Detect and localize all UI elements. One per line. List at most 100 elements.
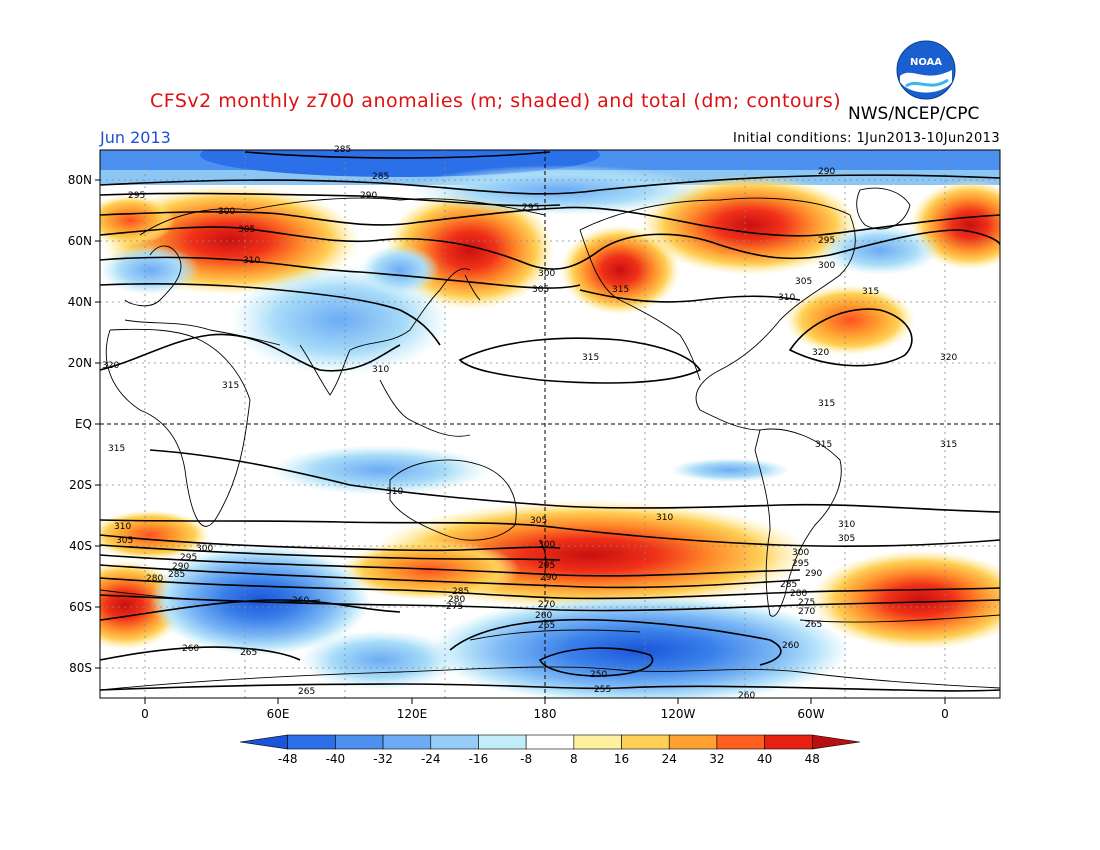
contour-label: 295 (818, 236, 835, 246)
contour-label: 255 (594, 685, 611, 695)
contour-label: 310 (386, 487, 403, 497)
contour-label: 305 (532, 285, 549, 295)
lat-label: 20S (69, 478, 92, 492)
colorbar-tick-label: 32 (709, 752, 724, 766)
colorbar-segment (525, 734, 575, 750)
contour-label: 305 (238, 225, 255, 235)
anomaly-blob (360, 245, 440, 295)
contour-label: 260 (182, 644, 199, 654)
colorbar-tick-label: -16 (469, 752, 489, 766)
colorbar-tick-label: 16 (614, 752, 629, 766)
contour-label: 290 (805, 569, 822, 579)
contour-label: 300 (218, 207, 235, 217)
contour-label: 250 (590, 670, 607, 680)
contour-label: 270 (798, 607, 815, 617)
contour-label: 305 (838, 534, 855, 544)
contour-label: 300 (792, 548, 809, 558)
contour-label: 265 (240, 648, 257, 658)
contour-label: 285 (452, 587, 469, 597)
colorbar-tick-label: -8 (520, 752, 532, 766)
contour-label: 315 (862, 287, 879, 297)
contour-label-group: 285 285 290 295 300 305 310 295 300 305 … (102, 145, 957, 701)
lat-label: 20N (68, 356, 92, 370)
contour-label: 290 (172, 562, 189, 572)
thin-contours (100, 589, 1000, 641)
contour-label: 310 (372, 365, 389, 375)
colorbar-segment (287, 734, 336, 750)
colorbar-tick-label: -40 (326, 752, 346, 766)
colorbar-tick-label: -48 (278, 752, 298, 766)
anomaly-blob (410, 165, 710, 215)
contour-label: 290 (818, 167, 835, 177)
lat-labels: 80N 60N 40N 20N EQ 20S 40S 60S 80S (68, 173, 92, 675)
contour-label: 295 (180, 553, 197, 563)
contour-label: 270 (538, 600, 555, 610)
lat-axis (95, 179, 100, 669)
contour-label: 265 (298, 687, 315, 697)
height-contours (100, 151, 1000, 692)
lon-label: 60W (797, 707, 824, 721)
colorbar-tick-label: 48 (805, 752, 820, 766)
contour-label: 265 (538, 621, 555, 631)
contour-label: 285 (780, 580, 797, 590)
contour-label: 295 (792, 559, 809, 569)
anomaly-blob (300, 630, 460, 690)
lat-label: 80S (69, 661, 92, 675)
contour-label: 275 (446, 602, 463, 612)
lat-label: 80N (68, 173, 92, 187)
contour-label: 310 (778, 293, 795, 303)
contour-label: 315 (818, 399, 835, 409)
colorbar-segment (716, 734, 765, 750)
colorbar-tick-label: -32 (373, 752, 393, 766)
colorbar-segment (668, 734, 718, 750)
contour-label: 315 (612, 285, 629, 295)
contour-label: 295 (538, 561, 555, 571)
colorbar-segment (478, 734, 527, 750)
contour-label: 310 (114, 522, 131, 532)
lon-label: 0 (941, 707, 949, 721)
noaa-logo-text: NOAA (910, 57, 942, 68)
contour-label: 290 (360, 191, 377, 201)
anomaly-blob (270, 445, 490, 495)
colorbar-segment (382, 734, 432, 750)
contour-label: 260 (738, 691, 755, 701)
colorbar-segment (764, 734, 813, 750)
coastlines (100, 187, 1000, 691)
lon-label: 60E (267, 707, 290, 721)
contour-label: 310 (243, 256, 260, 266)
colorbar-segment (430, 734, 479, 750)
lon-axis (144, 698, 946, 704)
contour-label: 285 (372, 172, 389, 182)
contour-label: 295 (128, 191, 145, 201)
contour-label: 315 (940, 440, 957, 450)
lon-label: 0 (141, 707, 149, 721)
colorbar-tick-label: -24 (421, 752, 441, 766)
colorbar: -48 -40 -32 -24 -16 -8 8 16 24 32 40 48 (239, 734, 861, 766)
contour-label: 305 (116, 536, 133, 546)
contour-label: 260 (535, 611, 552, 621)
lon-label: 120E (397, 707, 428, 721)
anomaly-blob (100, 195, 175, 245)
contour-label: 265 (805, 620, 822, 630)
contour-label: 305 (795, 277, 812, 287)
contour-label: 310 (838, 520, 855, 530)
contour-label: 315 (582, 353, 599, 363)
contour-label: 280 (146, 574, 163, 584)
colorbar-tick-label: 24 (662, 752, 677, 766)
colorbar-segment (812, 734, 861, 750)
contour-label: 320 (940, 353, 957, 363)
contour-label: 315 (108, 444, 125, 454)
anomaly-blob (670, 458, 790, 482)
lat-label: EQ (75, 417, 92, 431)
anomaly-blob (340, 540, 520, 600)
colorbar-segment (621, 734, 670, 750)
contour-label: 300 (538, 540, 555, 550)
contour-label: 290 (540, 573, 557, 583)
month-label: Jun 2013 (100, 128, 171, 147)
contour-label: 275 (798, 598, 815, 608)
contour-label: 280 (448, 595, 465, 605)
org-label: NWS/NCEP/CPC (848, 104, 980, 124)
lon-label: 180 (534, 707, 557, 721)
anomaly-blob (100, 245, 200, 295)
contour-label: 320 (812, 348, 829, 358)
